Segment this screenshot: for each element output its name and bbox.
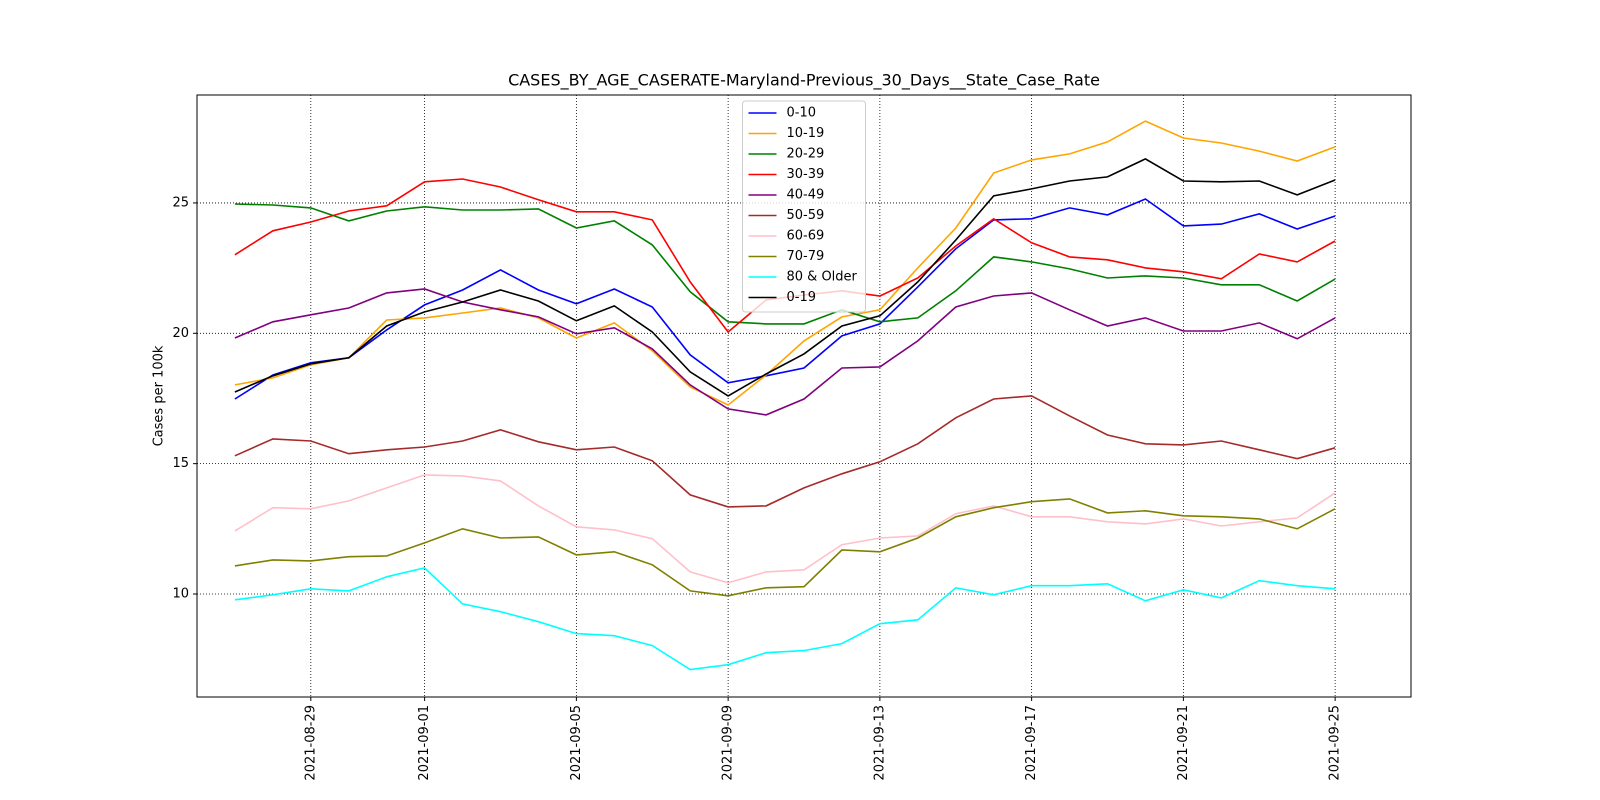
- y-tick-label: 20: [172, 326, 189, 341]
- x-tick-label: 2021-08-29: [303, 705, 318, 781]
- line-series: [234, 288, 1336, 416]
- legend-label: 70-79: [787, 249, 825, 264]
- x-tick-label: 2021-09-13: [872, 705, 887, 781]
- x-tick-label: 2021-09-09: [721, 705, 736, 781]
- legend-label: 30-39: [787, 167, 825, 182]
- legend-label: 0-10: [787, 106, 817, 121]
- line-series: [234, 474, 1336, 584]
- legend-label: 40-49: [787, 188, 825, 203]
- y-tick-label: 25: [172, 195, 189, 210]
- line-series: [234, 395, 1336, 508]
- legend-label: 60-69: [787, 229, 825, 244]
- line-series: [234, 203, 1336, 325]
- x-tick-label: 2021-09-05: [569, 705, 584, 781]
- x-tick-label: 2021-09-25: [1328, 705, 1343, 781]
- x-tick-label: 2021-09-17: [1024, 705, 1039, 781]
- line-series: [234, 498, 1336, 597]
- legend-label: 10-19: [787, 126, 825, 141]
- x-tick-label: 2021-09-01: [417, 705, 432, 781]
- y-axis-label: Cases per 100k: [152, 345, 167, 446]
- legend: 0-10 10-19 20-29 30-39 40-49 50-59 60-69 70-79 8…: [742, 100, 866, 313]
- y-tick-label: 10: [172, 587, 189, 602]
- chart-title: CASES_BY_AGE_CASERATE-Maryland-Previous_…: [508, 71, 1100, 91]
- plot-frame: [196, 94, 1412, 698]
- line-series: [234, 198, 1336, 400]
- x-tick-label: 2021-09-21: [1176, 705, 1191, 781]
- line-series: [234, 120, 1336, 406]
- y-tick-label: 15: [172, 456, 189, 471]
- legend-label: 50-59: [787, 208, 825, 223]
- legend-label: 20-29: [787, 147, 825, 162]
- line-series: [234, 157, 1336, 397]
- legend-label: 80 & Older: [787, 270, 858, 285]
- legend-label: 0-19: [787, 290, 817, 305]
- line-series: [234, 567, 1336, 671]
